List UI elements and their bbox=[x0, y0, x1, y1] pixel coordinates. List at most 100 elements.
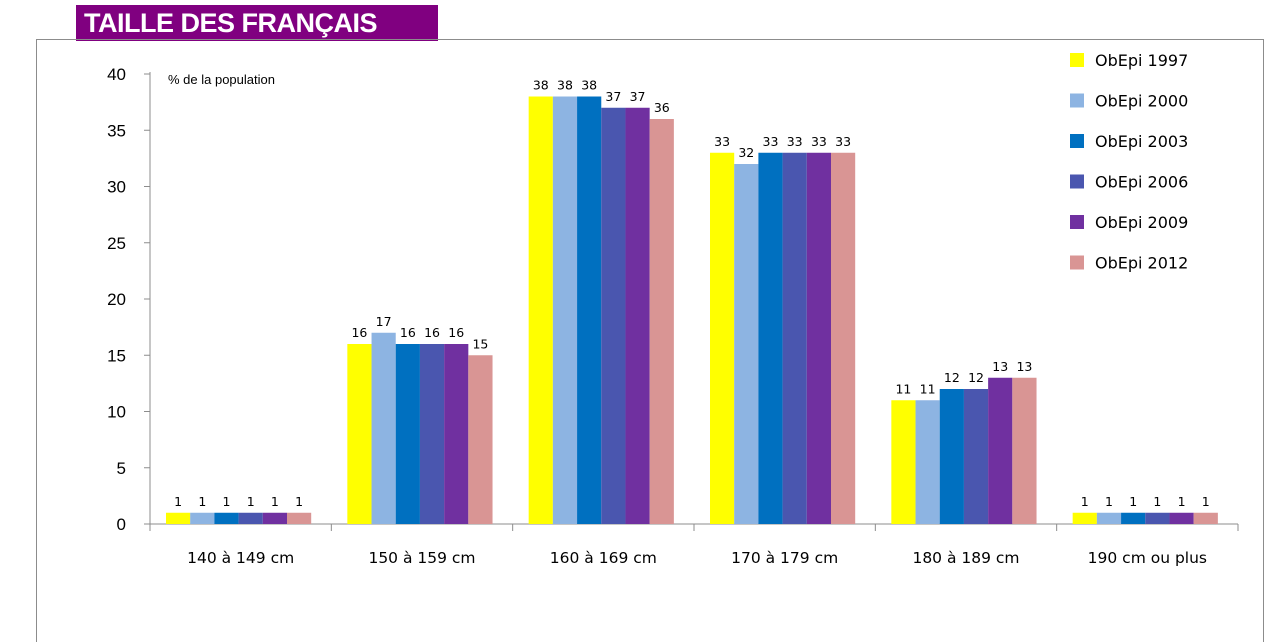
data-label: 13 bbox=[992, 359, 1008, 374]
bar bbox=[891, 400, 916, 524]
bar bbox=[1012, 377, 1037, 524]
bar bbox=[444, 344, 469, 524]
data-label: 1 bbox=[198, 494, 206, 509]
y-tick-label: 0 bbox=[117, 515, 126, 534]
x-tick-label: 190 cm ou plus bbox=[1088, 549, 1207, 567]
data-label: 1 bbox=[1202, 494, 1210, 509]
data-label: 33 bbox=[787, 134, 803, 149]
bar bbox=[625, 107, 650, 524]
legend-swatch bbox=[1070, 53, 1084, 67]
data-label: 38 bbox=[533, 78, 549, 93]
bar bbox=[782, 152, 807, 524]
bar bbox=[577, 96, 602, 524]
data-label: 33 bbox=[811, 134, 827, 149]
bar bbox=[1072, 512, 1097, 524]
x-tick-label: 180 à 189 cm bbox=[912, 549, 1019, 567]
x-tick-label: 150 à 159 cm bbox=[368, 549, 475, 567]
data-label: 12 bbox=[968, 370, 984, 385]
legend-label: ObEpi 2012 bbox=[1095, 254, 1188, 273]
bar bbox=[1096, 512, 1122, 524]
legend-label: ObEpi 2003 bbox=[1095, 132, 1188, 151]
bar bbox=[419, 344, 445, 524]
legend-swatch bbox=[1070, 93, 1084, 108]
bar bbox=[649, 119, 674, 524]
data-label: 36 bbox=[654, 100, 670, 115]
legend-label: ObEpi 2006 bbox=[1095, 173, 1188, 192]
bar bbox=[988, 377, 1013, 524]
y-tick-label: 10 bbox=[107, 403, 126, 422]
x-tick-label: 170 à 179 cm bbox=[731, 549, 838, 567]
y-tick-label: 25 bbox=[107, 234, 126, 253]
data-label: 1 bbox=[174, 494, 182, 509]
data-label: 1 bbox=[1129, 494, 1137, 509]
data-label: 38 bbox=[581, 78, 597, 93]
bar bbox=[395, 344, 420, 524]
x-tick-label: 140 à 149 cm bbox=[187, 549, 294, 567]
legend-label: ObEpi 2000 bbox=[1095, 92, 1188, 111]
data-label: 38 bbox=[557, 78, 573, 93]
bar bbox=[915, 400, 940, 524]
y-tick-label: 40 bbox=[107, 65, 126, 84]
bar bbox=[831, 152, 856, 524]
bar bbox=[758, 152, 783, 524]
bar bbox=[468, 355, 493, 524]
data-label: 1 bbox=[1105, 494, 1113, 509]
y-tick-label: 35 bbox=[107, 121, 126, 140]
data-label: 1 bbox=[1081, 494, 1089, 509]
legend-label: ObEpi 1997 bbox=[1095, 51, 1188, 70]
y-tick-label: 30 bbox=[107, 178, 126, 197]
bar bbox=[710, 152, 735, 524]
data-label: 1 bbox=[247, 494, 255, 509]
chart-frame bbox=[36, 39, 1264, 642]
data-label: 1 bbox=[295, 494, 303, 509]
bar bbox=[190, 512, 215, 524]
data-label: 33 bbox=[835, 134, 851, 149]
data-label: 1 bbox=[271, 494, 279, 509]
bar bbox=[806, 152, 831, 524]
data-label: 15 bbox=[472, 336, 488, 351]
bar bbox=[214, 512, 239, 524]
bar bbox=[371, 332, 396, 524]
data-label: 33 bbox=[714, 134, 730, 149]
bar bbox=[1145, 512, 1170, 524]
y-tick-label: 20 bbox=[107, 290, 126, 309]
bar bbox=[528, 96, 553, 524]
data-label: 1 bbox=[223, 494, 231, 509]
data-label: 16 bbox=[424, 325, 440, 340]
data-label: 11 bbox=[920, 381, 936, 396]
bar bbox=[238, 512, 263, 524]
data-label: 11 bbox=[895, 381, 911, 396]
bar bbox=[1121, 512, 1146, 524]
legend-swatch bbox=[1070, 134, 1084, 148]
bar bbox=[734, 164, 759, 524]
legend-swatch bbox=[1070, 255, 1084, 270]
bar bbox=[1169, 512, 1194, 524]
title-banner: TAILLE DES FRANÇAIS bbox=[76, 5, 438, 41]
data-label: 12 bbox=[944, 370, 960, 385]
y-tick-label: 5 bbox=[117, 459, 126, 478]
data-label: 17 bbox=[376, 314, 392, 329]
legend-swatch bbox=[1070, 215, 1084, 229]
data-label: 1 bbox=[1153, 494, 1161, 509]
data-label: 13 bbox=[1016, 359, 1032, 374]
y-tick-label: 15 bbox=[107, 346, 126, 365]
data-label: 33 bbox=[763, 134, 779, 149]
data-label: 37 bbox=[605, 89, 621, 104]
bar bbox=[1193, 512, 1218, 524]
bar bbox=[552, 96, 578, 524]
bar bbox=[262, 512, 287, 524]
data-label: 16 bbox=[448, 325, 464, 340]
legend-swatch bbox=[1070, 174, 1084, 189]
y-axis-title: % de la population bbox=[168, 72, 275, 87]
bar bbox=[939, 389, 964, 524]
bar bbox=[601, 107, 626, 524]
bar bbox=[347, 344, 372, 524]
data-label: 16 bbox=[351, 325, 367, 340]
x-tick-label: 160 à 169 cm bbox=[550, 549, 657, 567]
bar bbox=[963, 389, 989, 524]
bar bbox=[166, 512, 191, 524]
data-label: 16 bbox=[400, 325, 416, 340]
data-label: 37 bbox=[630, 89, 646, 104]
data-label: 1 bbox=[1178, 494, 1186, 509]
